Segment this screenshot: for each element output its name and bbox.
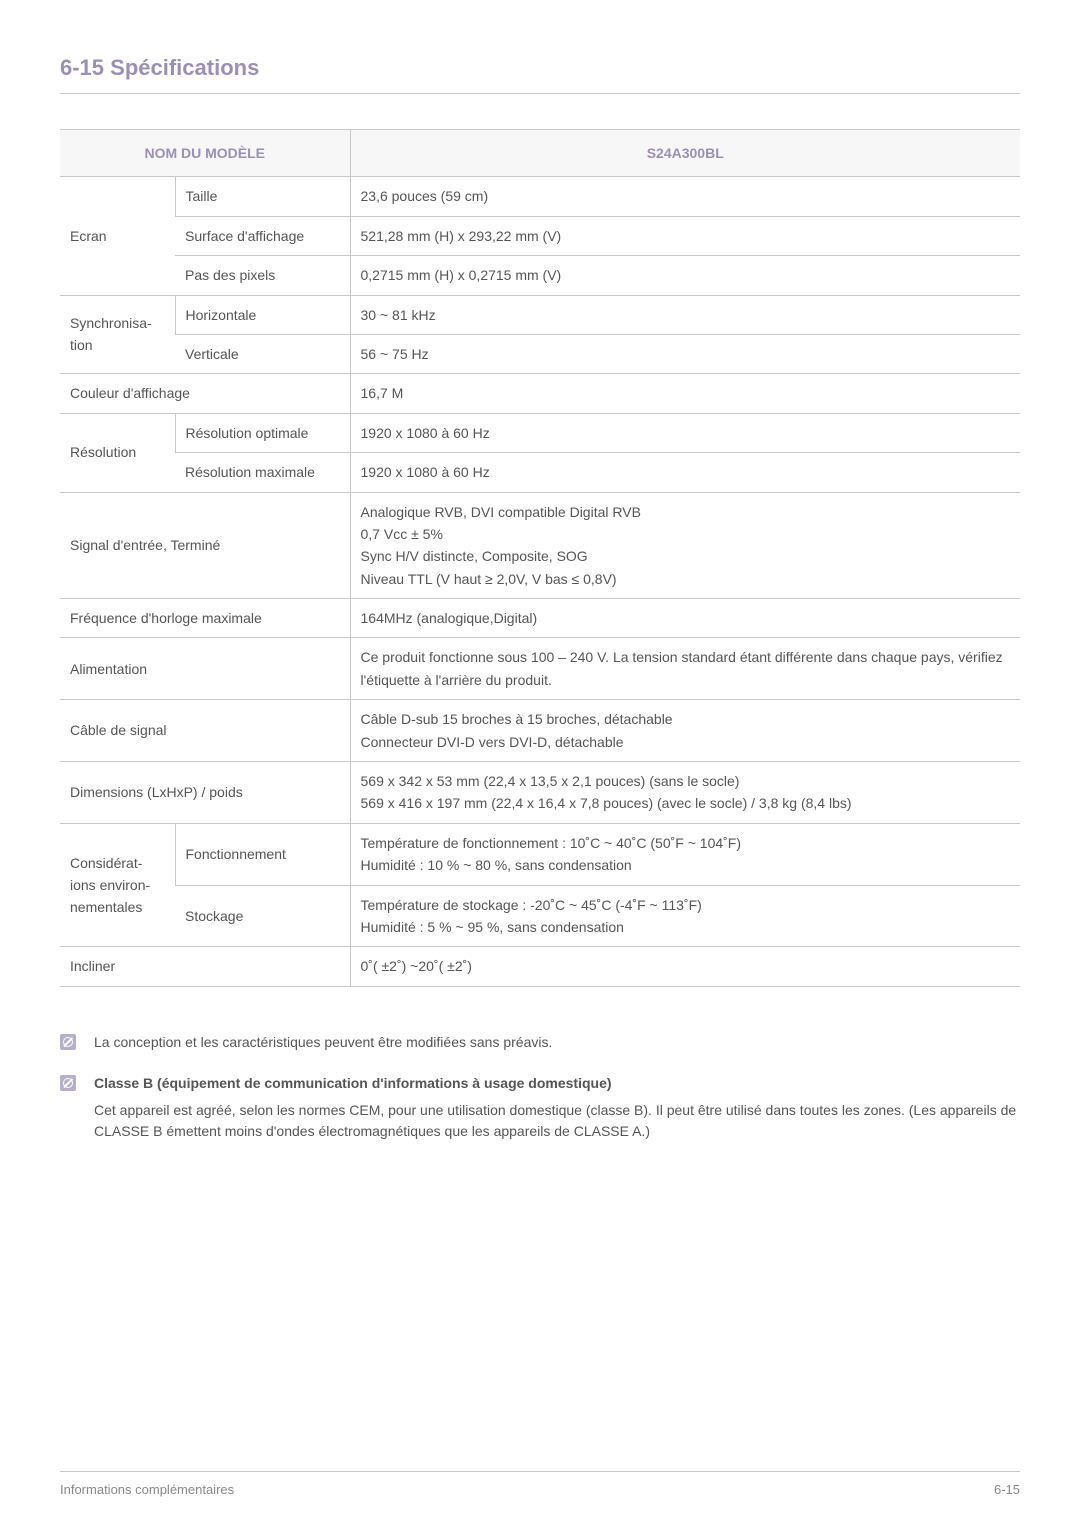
spec-value: Température de fonctionnement : 10˚C ~ 4… <box>350 823 1020 885</box>
header-model-name: NOM DU MODÈLE <box>60 130 350 177</box>
spec-label: Couleur d'affichage <box>60 374 350 413</box>
table-row: Couleur d'affichage16,7 M <box>60 374 1020 413</box>
table-row: AlimentationCe produit fonctionne sous 1… <box>60 638 1020 700</box>
spec-label: Dimensions (LxHxP) / poids <box>60 762 350 824</box>
spec-value: 521,28 mm (H) x 293,22 mm (V) <box>350 216 1020 255</box>
spec-value: 0,2715 mm (H) x 0,2715 mm (V) <box>350 256 1020 295</box>
note-item: Classe B (équipement de communication d'… <box>60 1073 1020 1142</box>
spec-value-line: 569 x 342 x 53 mm (22,4 x 13,5 x 2,1 pou… <box>361 770 1011 792</box>
notes-section: La conception et les caractéristiques pe… <box>60 1032 1020 1142</box>
spec-sublabel: Résolution optimale <box>175 413 350 452</box>
spec-category: Ecran <box>60 177 175 295</box>
spec-category: Considérat-ions environ-nementales <box>60 823 175 947</box>
note-icon <box>60 1034 76 1050</box>
spec-category: Résolution <box>60 413 175 492</box>
spec-label: Alimentation <box>60 638 350 700</box>
table-row: Stockage Température de stockage : -20˚C … <box>60 885 1020 947</box>
spec-value-line: Température de fonctionnement : 10˚C ~ 4… <box>361 832 1011 854</box>
spec-value: 56 ~ 75 Hz <box>350 334 1020 373</box>
spec-label: Incliner <box>60 947 350 986</box>
spec-value-line: Humidité : 5 % ~ 95 %, sans condensation <box>361 916 1011 938</box>
spec-value: 569 x 342 x 53 mm (22,4 x 13,5 x 2,1 pou… <box>350 762 1020 824</box>
spec-label: Fréquence d'horloge maximale <box>60 599 350 638</box>
spec-value: Ce produit fonctionne sous 100 – 240 V. … <box>350 638 1020 700</box>
note-bold-title: Classe B (équipement de communication d'… <box>94 1073 1020 1094</box>
table-row: Verticale56 ~ 75 Hz <box>60 334 1020 373</box>
spec-value: Température de stockage : -20˚C ~ 45˚C (… <box>350 885 1020 947</box>
table-row: Signal d'entrée, Terminé Analogique RVB, … <box>60 492 1020 599</box>
table-row: Incliner0˚( ±2˚) ~20˚( ±2˚) <box>60 947 1020 986</box>
spec-value: Câble D-sub 15 broches à 15 broches, dét… <box>350 700 1020 762</box>
spec-label: Câble de signal <box>60 700 350 762</box>
table-row: Surface d'affichage521,28 mm (H) x 293,2… <box>60 216 1020 255</box>
spec-value: 1920 x 1080 à 60 Hz <box>350 453 1020 492</box>
table-row: Synchronisa-tionHorizontale30 ~ 81 kHz <box>60 295 1020 334</box>
note-item: La conception et les caractéristiques pe… <box>60 1032 1020 1053</box>
spec-value-line: Connecteur DVI-D vers DVI-D, détachable <box>361 731 1011 753</box>
note-text: Cet appareil est agréé, selon les normes… <box>94 1102 1016 1139</box>
spec-sublabel: Pas des pixels <box>175 256 350 295</box>
table-row: Fréquence d'horloge maximale164MHz (anal… <box>60 599 1020 638</box>
table-row: Câble de signal Câble D-sub 15 broches à … <box>60 700 1020 762</box>
specifications-table: NOM DU MODÈLE S24A300BL EcranTaille23,6 … <box>60 129 1020 987</box>
table-row: RésolutionRésolution optimale1920 x 1080… <box>60 413 1020 452</box>
spec-value-line: Niveau TTL (V haut ≥ 2,0V, V bas ≤ 0,8V) <box>361 568 1011 590</box>
spec-sublabel: Horizontale <box>175 295 350 334</box>
section-title: 6-15 Spécifications <box>60 55 1020 94</box>
spec-sublabel: Taille <box>175 177 350 216</box>
spec-sublabel: Verticale <box>175 334 350 373</box>
table-row: Pas des pixels0,2715 mm (H) x 0,2715 mm … <box>60 256 1020 295</box>
spec-value: 30 ~ 81 kHz <box>350 295 1020 334</box>
note-text: La conception et les caractéristiques pe… <box>94 1034 552 1050</box>
footer-right: 6-15 <box>994 1482 1020 1497</box>
spec-category: Synchronisa-tion <box>60 295 175 374</box>
header-model-value: S24A300BL <box>350 130 1020 177</box>
note-body: Classe B (équipement de communication d'… <box>94 1073 1020 1142</box>
table-row: Considérat-ions environ-nementalesFoncti… <box>60 823 1020 885</box>
spec-value: 16,7 M <box>350 374 1020 413</box>
spec-sublabel: Résolution maximale <box>175 453 350 492</box>
table-row: Résolution maximale1920 x 1080 à 60 Hz <box>60 453 1020 492</box>
page-footer: Informations complémentaires 6-15 <box>60 1471 1020 1497</box>
spec-value-line: 569 x 416 x 197 mm (22,4 x 16,4 x 7,8 po… <box>361 792 1011 814</box>
spec-label: Signal d'entrée, Terminé <box>60 492 350 599</box>
spec-value-line: 0,7 Vcc ± 5% <box>361 523 1011 545</box>
spec-value: 0˚( ±2˚) ~20˚( ±2˚) <box>350 947 1020 986</box>
spec-value-line: Température de stockage : -20˚C ~ 45˚C (… <box>361 894 1011 916</box>
spec-value-line: Sync H/V distincte, Composite, SOG <box>361 545 1011 567</box>
table-header-row: NOM DU MODÈLE S24A300BL <box>60 130 1020 177</box>
spec-value-line: Analogique RVB, DVI compatible Digital R… <box>361 501 1011 523</box>
spec-value-line: Humidité : 10 % ~ 80 %, sans condensatio… <box>361 854 1011 876</box>
table-row: Dimensions (LxHxP) / poids 569 x 342 x 53… <box>60 762 1020 824</box>
spec-value-line: Câble D-sub 15 broches à 15 broches, dét… <box>361 708 1011 730</box>
spec-sublabel: Stockage <box>175 885 350 947</box>
footer-left: Informations complémentaires <box>60 1482 234 1497</box>
spec-value: 164MHz (analogique,Digital) <box>350 599 1020 638</box>
spec-value: Analogique RVB, DVI compatible Digital R… <box>350 492 1020 599</box>
table-row: EcranTaille23,6 pouces (59 cm) <box>60 177 1020 216</box>
spec-value: 23,6 pouces (59 cm) <box>350 177 1020 216</box>
note-body: La conception et les caractéristiques pe… <box>94 1032 1020 1053</box>
spec-value: 1920 x 1080 à 60 Hz <box>350 413 1020 452</box>
spec-sublabel: Fonctionnement <box>175 823 350 885</box>
note-icon <box>60 1075 76 1091</box>
spec-sublabel: Surface d'affichage <box>175 216 350 255</box>
